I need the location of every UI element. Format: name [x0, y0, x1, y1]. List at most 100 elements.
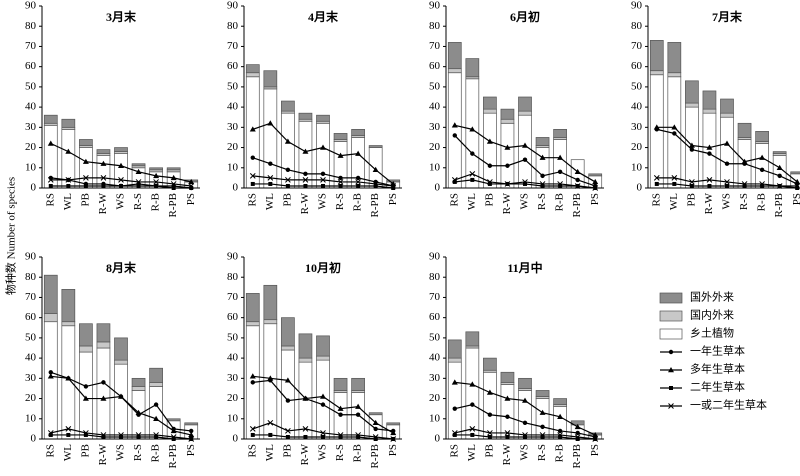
bar-segment	[553, 139, 567, 189]
bar-segment	[333, 133, 348, 140]
line-marker	[47, 373, 54, 379]
bar-segment	[263, 284, 278, 321]
line-marker	[337, 152, 344, 158]
bar-segment	[483, 357, 497, 371]
x-tick-label: RS	[448, 193, 460, 206]
line-marker	[47, 177, 54, 183]
line-marker	[654, 181, 659, 186]
x-tick-label: R-PB	[167, 444, 179, 468]
x-tick-label: PB	[79, 193, 91, 206]
x-tick-label: R-B	[554, 193, 566, 211]
line-marker	[451, 379, 458, 385]
bar-segment	[43, 321, 58, 440]
line-marker	[65, 375, 72, 381]
x-tick-label: R-S	[334, 193, 346, 210]
bar-segment	[553, 406, 567, 440]
y-tick-label: 50	[227, 331, 239, 343]
line-marker	[452, 432, 457, 437]
line-marker	[707, 151, 712, 156]
bar-segment	[447, 68, 462, 74]
x-tick-label: WL	[62, 444, 74, 461]
bar-segment	[500, 122, 515, 189]
line-marker	[302, 426, 309, 432]
line-marker	[539, 409, 546, 415]
bar-segment	[316, 122, 330, 189]
x-tick-label: WS	[115, 444, 127, 461]
line-marker	[574, 168, 581, 175]
x-tick-label: R-W	[501, 443, 513, 465]
line-marker	[523, 181, 527, 186]
x-tick-label: WS	[519, 444, 531, 461]
x-tick-label: R-S	[738, 193, 750, 210]
line-marker	[321, 183, 325, 188]
line-marker	[355, 403, 362, 409]
x-tick-label: WS	[115, 193, 127, 210]
line-marker	[592, 178, 599, 185]
line-marker	[249, 126, 256, 132]
y-tick-label: 10	[227, 412, 239, 424]
y-tick-label: 40	[429, 352, 441, 364]
x-tick-label: PB	[685, 193, 697, 206]
line-marker	[153, 402, 159, 407]
y-tick-label: 30	[631, 121, 643, 133]
bar-segment	[351, 137, 365, 189]
x-tick-label: R-PB	[167, 193, 179, 217]
x-tick-label: R-B	[150, 193, 162, 211]
bar-segment	[281, 100, 295, 112]
line-marker	[118, 162, 124, 168]
x-tick-label: PB	[483, 444, 495, 457]
y-tick-label: 60	[227, 60, 239, 72]
line-marker	[320, 393, 326, 399]
line-marker	[372, 419, 379, 426]
y-tick-label: 90	[429, 251, 441, 263]
x-tick-label: R-W	[299, 192, 311, 214]
line-marker	[48, 370, 53, 375]
line-marker	[451, 430, 458, 436]
bar-segment	[500, 108, 515, 120]
y-tick-label: 90	[25, 251, 37, 263]
x-tick-label: R-PB	[369, 444, 381, 468]
y-tick-label: 10	[25, 412, 37, 424]
bar-segment	[263, 319, 278, 325]
panel-title: 3月末	[106, 9, 137, 24]
line-marker	[338, 434, 343, 439]
bar-segment	[368, 412, 383, 416]
line-marker	[372, 166, 379, 172]
y-tick-label: 20	[227, 141, 239, 153]
line-marker	[540, 183, 545, 188]
line-marker	[356, 434, 361, 439]
legend-marker	[668, 367, 674, 373]
line-marker	[741, 158, 748, 164]
x-tick-label: PS	[589, 444, 601, 456]
line-marker	[355, 150, 362, 156]
line-marker	[267, 375, 274, 381]
bar-segment	[447, 72, 462, 189]
line-marker	[267, 419, 274, 426]
bar-segment	[149, 167, 163, 171]
y-tick-label: 70	[25, 291, 37, 303]
x-tick-label: R-S	[536, 444, 548, 461]
x-tick-label: WS	[317, 193, 329, 210]
line-marker	[338, 412, 343, 417]
line-marker	[320, 402, 326, 407]
y-tick-label: 20	[25, 392, 37, 404]
line-marker	[504, 181, 511, 187]
x-tick-label: WS	[317, 444, 329, 461]
y-tick-label: 70	[25, 40, 37, 52]
line-marker	[285, 428, 291, 434]
y-tick-label: 10	[429, 412, 441, 424]
line-marker	[320, 171, 326, 177]
line-marker	[285, 183, 290, 188]
y-tick-label: 60	[25, 60, 37, 72]
bar-segment	[149, 386, 163, 440]
line-marker	[320, 177, 326, 183]
line-marker	[486, 138, 493, 144]
bar-segment	[149, 382, 163, 387]
bar-segment	[535, 398, 550, 440]
line-marker	[557, 432, 563, 438]
legend-marker	[669, 386, 673, 390]
bar-segment	[281, 345, 295, 351]
x-tick-label: PS	[185, 444, 197, 456]
legend-label: 国内外来	[690, 308, 734, 322]
